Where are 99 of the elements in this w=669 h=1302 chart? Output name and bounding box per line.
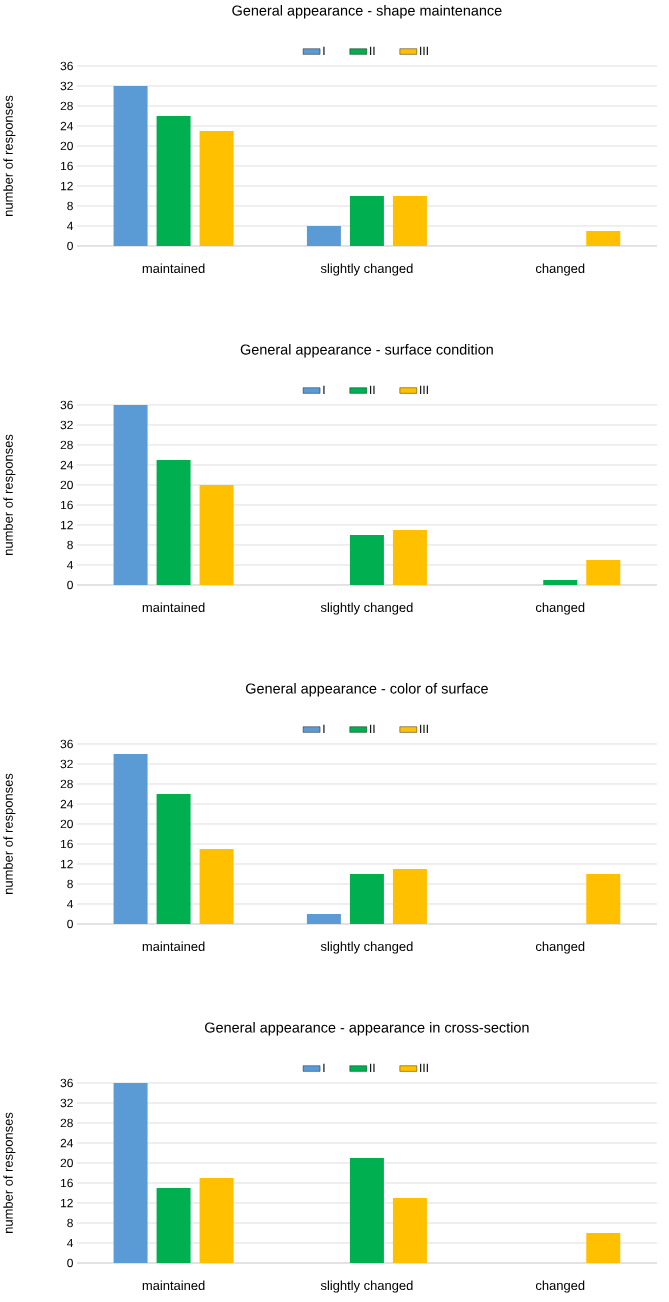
y-tick-label: 12 <box>61 859 73 869</box>
legend-label: III <box>420 46 428 55</box>
y-tick-label: 24 <box>60 460 74 470</box>
y-tick-label: 24 <box>60 1138 74 1148</box>
bar <box>586 230 621 246</box>
y-axis-title: number of responses <box>3 434 16 555</box>
y-tick-label: 16 <box>61 1178 73 1188</box>
bar <box>156 459 191 585</box>
bar <box>586 559 621 585</box>
y-axis-title: number of responses <box>3 95 16 216</box>
chart-title: General appearance - shape maintenance <box>232 5 502 19</box>
x-tick-label: slightly changed <box>320 941 413 954</box>
y-tick-label: 28 <box>60 1118 73 1128</box>
x-tick-label: changed <box>536 263 585 276</box>
chart-title: General appearance - color of surface <box>246 683 488 697</box>
bar <box>543 579 578 585</box>
y-tick-label: 16 <box>61 500 73 510</box>
x-tick-label: slightly changed <box>320 1280 413 1293</box>
bar <box>349 534 384 585</box>
y-tick-label: 36 <box>60 400 73 410</box>
y-tick-label: 32 <box>60 759 73 769</box>
y-tick-label: 4 <box>67 560 74 570</box>
x-tick-label: maintained <box>142 941 205 952</box>
bar <box>199 484 234 585</box>
x-tick-label: changed <box>536 1280 585 1293</box>
bar <box>586 873 621 924</box>
legend-label: II <box>370 46 375 55</box>
x-tick-label: maintained <box>142 263 205 274</box>
legend-label: I <box>323 724 325 733</box>
y-tick-label: 32 <box>60 1098 73 1108</box>
bar <box>392 868 427 924</box>
legend-label: III <box>420 385 428 394</box>
bar <box>113 85 148 246</box>
x-tick-label: changed <box>536 602 585 615</box>
legend-label: III <box>420 724 428 733</box>
x-tick-label: slightly changed <box>320 602 413 615</box>
y-tick-label: 20 <box>60 1158 73 1168</box>
bar <box>113 1082 148 1263</box>
bar <box>199 130 234 246</box>
y-tick-label: 36 <box>60 1078 73 1088</box>
legend-label: II <box>370 385 375 394</box>
y-tick-label: 28 <box>60 779 73 789</box>
y-tick-label: 0 <box>67 580 73 590</box>
bar <box>113 753 148 924</box>
y-tick-label: 24 <box>60 121 74 131</box>
y-tick-label: 8 <box>67 540 73 550</box>
bar <box>113 404 148 585</box>
y-tick-label: 4 <box>67 221 74 231</box>
y-axis-title: number of responses <box>3 773 16 894</box>
bar <box>199 1177 234 1263</box>
y-tick-label: 0 <box>67 1258 73 1268</box>
bar <box>349 195 384 246</box>
y-tick-label: 28 <box>60 440 73 450</box>
y-tick-label: 8 <box>67 1218 73 1228</box>
x-tick-label: maintained <box>142 602 205 613</box>
legend-label: II <box>370 1063 375 1072</box>
y-tick-label: 8 <box>67 201 73 211</box>
y-tick-label: 0 <box>67 919 73 929</box>
y-tick-label: 20 <box>60 819 73 829</box>
x-tick-label: changed <box>536 941 585 954</box>
bar <box>306 225 341 246</box>
bar <box>392 195 427 246</box>
y-tick-label: 16 <box>61 161 73 171</box>
y-tick-label: 20 <box>60 480 73 490</box>
y-axis-title: number of responses <box>3 1112 16 1233</box>
y-tick-label: 8 <box>67 879 73 889</box>
y-tick-label: 36 <box>60 61 73 71</box>
y-tick-label: 12 <box>61 181 73 191</box>
chart-title: General appearance - surface condition <box>240 344 493 358</box>
y-tick-label: 36 <box>60 739 73 749</box>
bar <box>349 1157 384 1263</box>
y-tick-label: 16 <box>61 839 73 849</box>
bar <box>392 529 427 585</box>
legend-label: III <box>420 1063 428 1072</box>
legend-label: I <box>323 1063 325 1072</box>
bar <box>586 1232 621 1263</box>
legend-label: I <box>323 46 325 55</box>
y-tick-label: 32 <box>60 81 73 91</box>
y-tick-label: 24 <box>60 799 74 809</box>
bar <box>156 1187 191 1263</box>
legend-label: I <box>323 385 325 394</box>
x-tick-label: slightly changed <box>320 263 413 276</box>
legend-label: II <box>370 724 375 733</box>
y-tick-label: 4 <box>67 899 74 909</box>
y-tick-label: 4 <box>67 1238 74 1248</box>
bar <box>306 913 341 924</box>
x-tick-label: maintained <box>142 1280 205 1291</box>
y-tick-label: 20 <box>60 141 73 151</box>
y-tick-label: 12 <box>61 1198 73 1208</box>
bar <box>199 848 234 924</box>
chart-title: General appearance - appearance in cross-section <box>205 1022 529 1036</box>
y-tick-label: 28 <box>60 101 73 111</box>
bar <box>156 115 191 246</box>
y-tick-label: 0 <box>67 241 73 251</box>
bar <box>392 1197 427 1263</box>
y-tick-label: 12 <box>61 520 73 530</box>
y-tick-label: 32 <box>60 420 73 430</box>
bar <box>156 793 191 924</box>
bar <box>349 873 384 924</box>
